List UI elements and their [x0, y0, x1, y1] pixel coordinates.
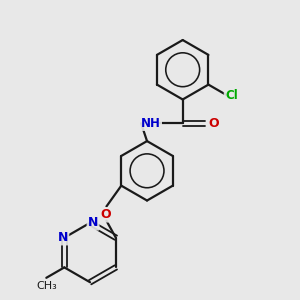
- Text: Cl: Cl: [225, 89, 238, 102]
- Text: O: O: [100, 208, 111, 221]
- Text: N: N: [88, 216, 98, 229]
- Text: CH₃: CH₃: [36, 281, 57, 291]
- Text: N: N: [58, 231, 68, 244]
- Text: NH: NH: [141, 117, 161, 130]
- Text: O: O: [208, 117, 219, 130]
